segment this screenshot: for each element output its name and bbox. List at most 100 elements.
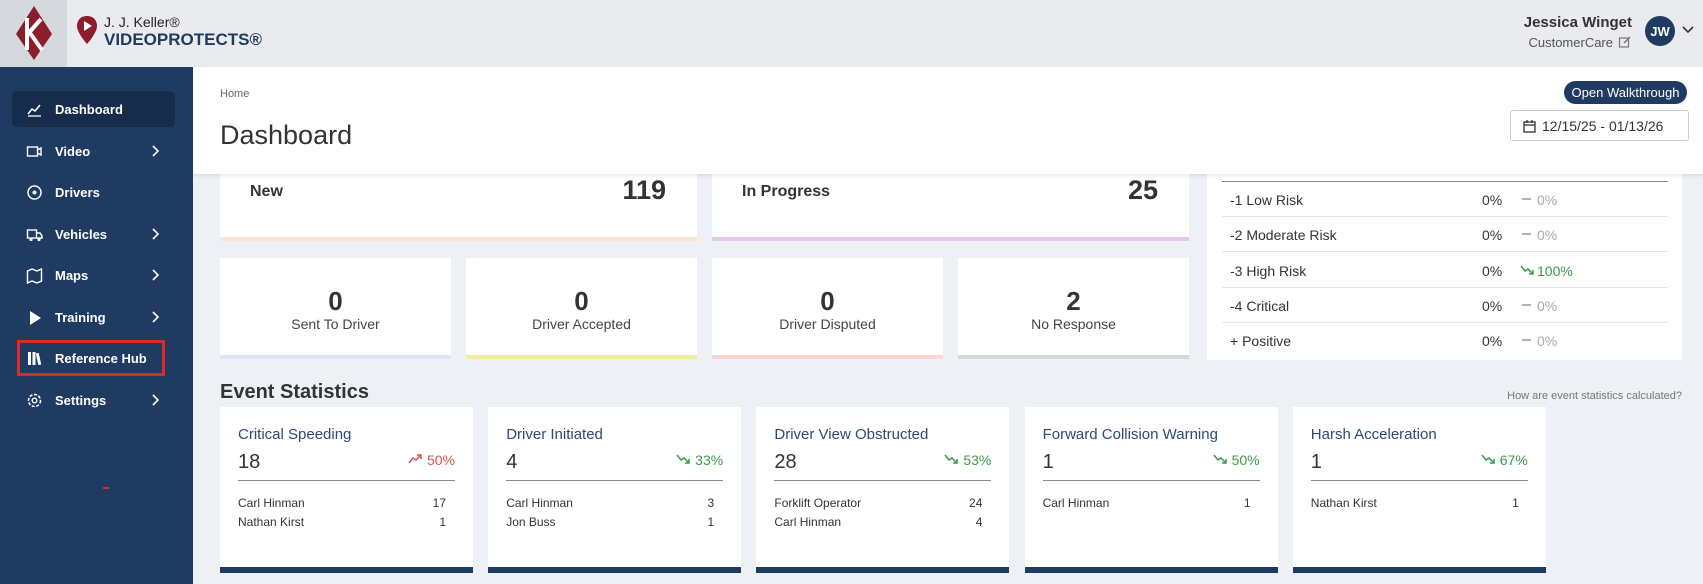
nav-label: Maps [55, 268, 89, 283]
brand-pin [77, 16, 97, 44]
help-link[interactable]: How are event statistics calculated? [1507, 390, 1682, 402]
event-rule [1310, 480, 1528, 481]
risk-label: -1 Low Risk [1230, 192, 1304, 208]
driver-count: 1 [1243, 496, 1251, 510]
event-card[interactable]: Harsh Acceleration 1 67% Nathan Kirst 1 [1292, 407, 1546, 573]
event-card[interactable]: Forward Collision Warning 1 50% Carl Hinman… [1024, 407, 1278, 573]
response-card[interactable]: 0 Sent To Driver [220, 258, 451, 359]
nav-item[interactable]: Dashboard [12, 91, 175, 127]
event-title: Critical Speeding [238, 426, 352, 443]
nav-label: Drivers [55, 185, 100, 200]
status-label: New [250, 183, 283, 200]
event-card[interactable]: Driver View Obstructed 28 53% Forklift Oper… [756, 407, 1010, 573]
driver-count: 4 [975, 515, 983, 529]
nav-icon [27, 104, 41, 117]
trend-icon [1522, 304, 1531, 306]
response-card[interactable]: 0 Driver Disputed [712, 258, 943, 359]
status-label: In Progress [742, 183, 831, 200]
edit-icon [1618, 36, 1631, 48]
event-title: Forward Collision Warning [1042, 426, 1218, 443]
event-change: 67% [1499, 452, 1528, 468]
event-card[interactable]: Critical Speeding 18 50% Carl Hinman 17 Natha… [220, 407, 473, 573]
risk-label: -4 Critical [1230, 297, 1290, 314]
event-title: Driver Initiated [506, 426, 603, 443]
nav-item[interactable]: Vehicles [12, 216, 175, 252]
event-count: 1 [1310, 451, 1322, 473]
risk-label: -3 High Risk [1230, 262, 1307, 279]
nav-icon [26, 145, 42, 157]
nav-item[interactable]: Drivers [12, 174, 175, 210]
nav-item[interactable]: Maps [12, 257, 175, 293]
risk-change: 0% [1537, 227, 1558, 244]
response-label: No Response [1031, 316, 1116, 332]
nav-item[interactable]: Reference Hub [12, 340, 175, 376]
trend-icon [1522, 233, 1531, 236]
trend-icon [944, 454, 959, 464]
trend-icon [1213, 454, 1227, 464]
nav-chevron [152, 310, 160, 323]
date-range: 12/15/25 - 01/13/26 [1542, 118, 1664, 134]
response-value: 0 [820, 286, 835, 316]
nav-icon [30, 310, 41, 325]
trend-icon [1520, 265, 1534, 275]
nav-item[interactable]: Video [12, 133, 175, 169]
nav-label: Settings [55, 392, 107, 408]
driver-name: Carl Hinman [1042, 496, 1110, 510]
risk-percent: 0% [1482, 333, 1503, 350]
nav-icon [28, 352, 42, 366]
nav-icon [27, 393, 42, 407]
trend-icon [676, 454, 690, 464]
driver-name: Carl Hinman [238, 496, 305, 510]
response-card[interactable]: 0 Driver Accepted [466, 258, 697, 359]
red-dash [103, 487, 109, 489]
avatar-initials: JW [1650, 24, 1670, 39]
event-rule [774, 480, 992, 481]
status-value: 25 [1127, 175, 1158, 205]
risk-row: + Positive 0% 0% [1222, 323, 1668, 358]
driver-count: 17 [432, 496, 446, 510]
response-label: Driver Accepted [532, 316, 631, 332]
nav-label: Video [55, 143, 91, 159]
nav-icon [27, 185, 42, 200]
event-rule [238, 480, 455, 481]
response-value: 0 [574, 286, 589, 316]
user-menu-chevron [1682, 26, 1694, 34]
nav-icon [26, 267, 43, 284]
nav-label: Dashboard [55, 102, 123, 117]
driver-count: 1 [707, 515, 715, 529]
walkthrough-button[interactable]: Open Walkthrough [1564, 81, 1687, 104]
risk-change: 0% [1537, 192, 1558, 208]
nav-item[interactable]: Settings [12, 382, 175, 418]
response-value: 2 [1066, 286, 1081, 316]
nav-label: Vehicles [55, 226, 108, 242]
event-rule [1042, 480, 1260, 481]
risk-row: -2 Moderate Risk 0% 0% [1222, 217, 1668, 253]
event-count: 28 [774, 451, 797, 473]
nav-item[interactable]: Training [12, 299, 175, 335]
nav-chevron [152, 393, 160, 406]
response-card[interactable]: 2 No Response [958, 258, 1189, 359]
section-title: Event Statistics [220, 381, 369, 403]
event-title: Harsh Acceleration [1310, 426, 1437, 443]
driver-count: 1 [439, 515, 446, 529]
event-card[interactable]: Driver Initiated 4 33% Carl Hinman 3 Jon Buss… [488, 407, 742, 573]
risk-percent: 0% [1482, 262, 1503, 279]
event-count: 1 [1042, 451, 1054, 473]
event-title: Driver View Obstructed [774, 426, 929, 443]
risk-change: 0% [1537, 297, 1558, 314]
risk-table: -1 Low Risk 0% 0% -2 Moderate Risk 0% 0% -3 Hi… [1207, 150, 1682, 360]
driver-name: Jon Buss [506, 515, 556, 529]
trend-icon [1522, 339, 1531, 341]
risk-change: 100% [1537, 262, 1573, 279]
risk-row: -4 Critical 0% 0% [1222, 288, 1668, 323]
event-count: 18 [238, 451, 261, 473]
page-header: Home Dashboard Open Walkthrough 12/15/25 - … [193, 67, 1703, 174]
date-picker[interactable]: 12/15/25 - 01/13/26 [1510, 110, 1689, 141]
avatar[interactable]: JW [1645, 16, 1675, 46]
logo-box [0, 0, 67, 67]
risk-percent: 0% [1482, 192, 1503, 208]
sidebar: Dashboard Video Drivers Vehicles Maps Trainin… [0, 67, 193, 584]
highlight-box [17, 340, 165, 376]
